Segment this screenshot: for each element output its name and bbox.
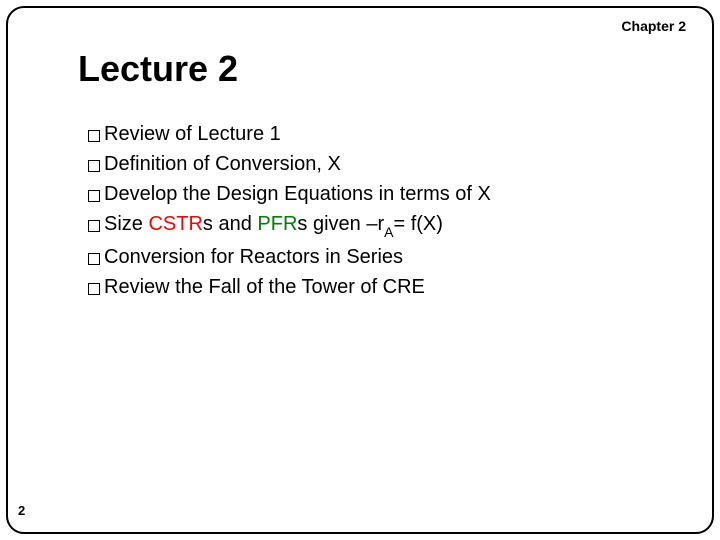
bullet-text: Review the Fall of the Tower of CRE [104, 273, 425, 301]
bullet-box-icon [88, 130, 100, 142]
bullet-text: Size CSTRs and PFRs given –rA= f(X) [104, 210, 443, 241]
bullet-text: Definition of Conversion, X [104, 150, 341, 178]
bullet-item: Conversion for Reactors in Series [88, 243, 680, 271]
bullet-box-icon [88, 160, 100, 172]
slide-title: Lecture 2 [78, 48, 238, 90]
bullet-text: Conversion for Reactors in Series [104, 243, 403, 271]
bullet-item: Definition of Conversion, X [88, 150, 680, 178]
bullet-item: Size CSTRs and PFRs given –rA= f(X) [88, 210, 680, 241]
bullet-item: Review of Lecture 1 [88, 120, 680, 148]
bullet-box-icon [88, 190, 100, 202]
bullet-text: Review of Lecture 1 [104, 120, 281, 148]
bullet-item: Develop the Design Equations in terms of… [88, 180, 680, 208]
bullet-item: Review the Fall of the Tower of CRE [88, 273, 680, 301]
chapter-label: Chapter 2 [621, 18, 686, 34]
bullet-list: Review of Lecture 1Definition of Convers… [88, 120, 680, 303]
bullet-text: Develop the Design Equations in terms of… [104, 180, 491, 208]
page-number: 2 [18, 503, 25, 518]
bullet-box-icon [88, 220, 100, 232]
bullet-box-icon [88, 253, 100, 265]
bullet-box-icon [88, 283, 100, 295]
